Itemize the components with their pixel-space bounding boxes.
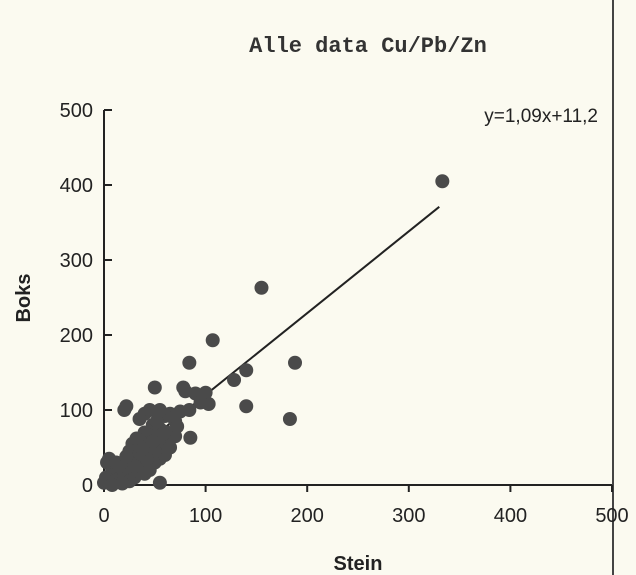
data-point — [119, 399, 134, 414]
data-point — [105, 478, 120, 492]
y-tick-label: 0 — [82, 475, 93, 497]
y-axis-ticks: 0 100 200 300 400 500 — [60, 100, 112, 497]
x-axis-label: Stein — [334, 553, 383, 575]
data-point — [145, 434, 160, 449]
regression-equation: y=1,09x+11,2 — [484, 106, 598, 127]
data-point — [193, 395, 208, 410]
data-point — [127, 459, 142, 474]
data-point — [132, 412, 147, 426]
x-tick-label: 100 — [189, 505, 222, 527]
data-points — [97, 174, 450, 492]
x-axis-ticks: 0 100 200 300 400 500 — [98, 485, 629, 527]
data-point — [227, 373, 242, 387]
data-point — [205, 333, 220, 348]
data-point — [435, 174, 450, 189]
y-tick-label: 100 — [60, 400, 93, 422]
data-point — [282, 412, 297, 426]
y-tick-label: 500 — [60, 100, 93, 122]
data-point — [239, 399, 254, 414]
data-point — [155, 427, 170, 441]
data-point — [178, 384, 193, 399]
data-point — [135, 442, 150, 456]
data-point — [152, 475, 167, 490]
chart-title: Alle data Cu/Pb/Zn — [249, 34, 487, 59]
data-point — [254, 280, 269, 295]
data-point — [149, 414, 164, 429]
data-point — [142, 463, 157, 477]
data-point — [182, 355, 197, 370]
data-point — [129, 431, 144, 446]
data-point — [109, 455, 124, 470]
data-point — [152, 403, 167, 417]
data-point — [147, 380, 162, 395]
data-point — [239, 363, 254, 378]
y-axis-label: Boks — [13, 274, 35, 323]
y-tick-label: 200 — [60, 325, 93, 347]
x-tick-label: 300 — [392, 505, 425, 527]
data-point — [170, 419, 185, 434]
y-tick-label: 400 — [60, 175, 93, 197]
y-tick-label: 300 — [60, 250, 93, 272]
data-point — [183, 430, 198, 445]
data-point — [288, 355, 303, 370]
x-tick-label: 500 — [595, 505, 628, 527]
x-tick-label: 0 — [98, 505, 109, 527]
x-tick-label: 200 — [291, 505, 324, 527]
x-tick-label: 400 — [494, 505, 527, 527]
data-point — [119, 449, 134, 464]
